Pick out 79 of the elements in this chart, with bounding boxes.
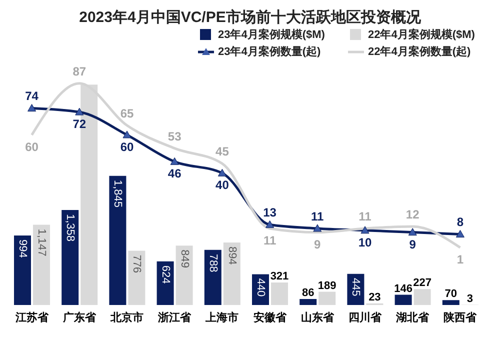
bar (318, 292, 336, 305)
bar (176, 246, 193, 305)
point (456, 230, 464, 238)
data-label: 11 (311, 209, 324, 224)
data-label: 1,147 (36, 228, 48, 256)
point (313, 224, 322, 232)
data-label: 994 (16, 239, 28, 258)
data-label: 1,358 (64, 214, 76, 242)
data-label: 8 (456, 215, 464, 230)
point (266, 220, 274, 228)
legend-label: 22年4月案例规模($M) (368, 27, 475, 42)
bar (204, 250, 222, 305)
data-label: 60 (25, 140, 39, 154)
point (360, 226, 370, 234)
x-tick-label: 湖北省 (395, 310, 430, 324)
data-label: 13 (263, 206, 277, 220)
legend-label: 22年4月案例数量(起) (368, 44, 471, 59)
data-label: 60 (120, 140, 134, 154)
bar (109, 176, 126, 305)
data-label: 894 (226, 246, 238, 265)
x-tick-label: 广东省 (62, 310, 97, 324)
bar (414, 289, 431, 305)
bar (271, 282, 288, 305)
data-label: 53 (168, 129, 182, 144)
data-label: 3 (466, 292, 473, 305)
data-label: 1 (456, 252, 464, 267)
data-label: 11 (358, 209, 372, 224)
point (218, 168, 226, 176)
data-label: 45 (216, 144, 230, 159)
data-label: 11 (263, 233, 276, 248)
bar (62, 210, 79, 305)
data-label: 445 (350, 278, 362, 296)
data-label: 1,845 (112, 180, 124, 208)
x-tick-label: 陕西省 (444, 310, 478, 324)
data-label: 624 (159, 265, 172, 284)
legend-label: 23年4月案例数量(起) (218, 44, 321, 59)
chart-title: 2023年4月中国VC/PE市场前十大活跃地区投资概况 (78, 8, 422, 27)
data-label: 12 (406, 208, 420, 222)
data-label: 189 (318, 280, 336, 292)
data-label: 40 (216, 178, 230, 192)
bar (300, 298, 317, 305)
data-label: 65 (120, 106, 134, 120)
bar (394, 294, 412, 305)
point (170, 157, 179, 165)
point (75, 108, 84, 116)
data-label: 227 (413, 277, 432, 290)
data-label: 321 (270, 270, 289, 283)
data-label: 440 (254, 278, 266, 297)
data-label: 23 (368, 291, 381, 304)
x-tick-label: 浙江省 (157, 310, 192, 324)
data-label: 72 (72, 117, 86, 132)
bar (442, 300, 460, 305)
bar (156, 261, 174, 305)
x-tick-label: 北京市 (110, 310, 144, 324)
x-tick-label: 山东省 (300, 310, 335, 324)
data-label: 9 (409, 237, 416, 252)
data-label: 86 (302, 286, 314, 299)
data-label: 10 (358, 235, 372, 250)
legend-label: 23年4月案例规模($M) (218, 27, 325, 42)
x-tick-label: 上海市 (204, 310, 239, 324)
bar (14, 235, 31, 305)
bar (223, 242, 240, 305)
data-label: 146 (394, 282, 412, 295)
data-label: 70 (444, 288, 458, 300)
x-tick-label: 江苏省 (14, 310, 50, 324)
data-label: 849 (178, 250, 190, 268)
data-label: 9 (314, 237, 322, 252)
point (408, 228, 417, 236)
x-tick-label: 安徽省 (253, 310, 288, 324)
data-label: 46 (168, 166, 182, 181)
x-tick-label: 四川省 (348, 310, 382, 324)
point (28, 104, 36, 112)
data-label: 776 (130, 254, 143, 274)
data-label: 74 (25, 89, 39, 104)
bar (128, 250, 146, 305)
point (122, 130, 132, 138)
data-label: 788 (206, 254, 219, 272)
bar (33, 224, 50, 305)
data-label: 87 (72, 64, 86, 78)
